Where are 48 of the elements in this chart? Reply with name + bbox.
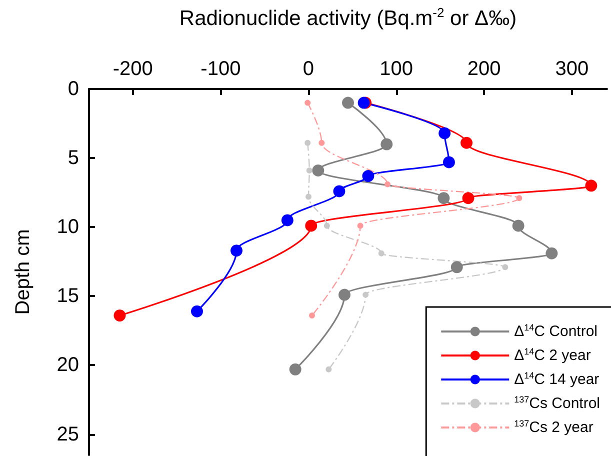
y-tick-label: 10 <box>56 216 79 238</box>
y-tick-label: 25 <box>56 423 79 446</box>
point <box>512 220 524 232</box>
point <box>362 170 374 182</box>
point <box>380 138 393 150</box>
y-axis-title: Depth cm <box>12 229 34 315</box>
point <box>333 185 346 198</box>
x-tick-label: 300 <box>555 58 589 80</box>
point <box>306 194 312 200</box>
point <box>357 222 364 229</box>
x-tick-label: 100 <box>380 58 413 80</box>
point <box>438 192 450 204</box>
point <box>304 140 311 146</box>
y-tick-label: 5 <box>68 147 79 170</box>
point <box>362 292 369 298</box>
point <box>309 312 316 319</box>
point <box>516 195 522 202</box>
point <box>378 250 384 256</box>
point <box>306 167 312 174</box>
point <box>114 310 126 322</box>
point <box>305 220 318 232</box>
x-tick-label: 0 <box>302 58 314 80</box>
x-tick-label: 200 <box>467 58 501 80</box>
point <box>450 261 463 274</box>
point <box>326 366 332 372</box>
point <box>342 96 354 109</box>
point <box>442 156 455 168</box>
point <box>546 247 558 260</box>
point <box>289 363 302 376</box>
point <box>304 100 311 106</box>
x-tick-label: -200 <box>112 58 153 80</box>
point <box>230 244 242 257</box>
point <box>460 136 473 149</box>
point <box>462 192 474 204</box>
point <box>384 181 391 188</box>
point <box>585 180 598 192</box>
x-tick-label: -100 <box>200 58 241 80</box>
point <box>312 164 324 176</box>
point <box>338 288 350 301</box>
point <box>281 214 294 226</box>
point <box>191 305 203 318</box>
y-tick-label: 20 <box>56 354 79 376</box>
point <box>438 127 451 140</box>
y-tick-label: 15 <box>56 285 79 308</box>
point <box>318 140 325 146</box>
point <box>324 222 330 229</box>
point <box>502 264 508 270</box>
y-tick-label: 0 <box>68 78 79 100</box>
